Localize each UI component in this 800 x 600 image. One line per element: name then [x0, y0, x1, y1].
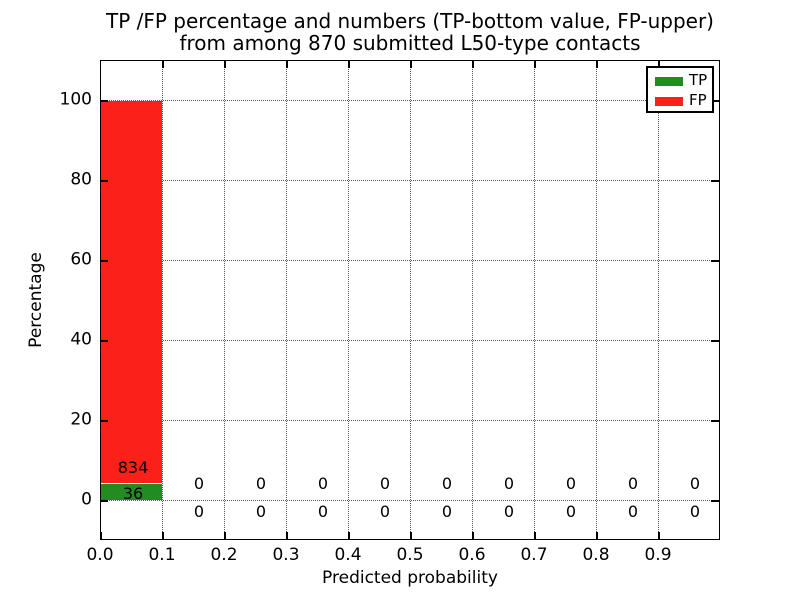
tp-count-annotation: 0	[193, 502, 205, 521]
fp-count-annotation: 0	[689, 474, 701, 493]
x-tick-label: 0.8	[582, 545, 610, 565]
y-tick-label: 60	[70, 249, 92, 270]
tick-x-top	[286, 60, 288, 68]
tick-x-bottom	[596, 532, 598, 540]
chart-title-line1: TP /FP percentage and numbers (TP-bottom…	[106, 9, 714, 33]
chart-title: TP /FP percentage and numbers (TP-bottom…	[106, 10, 714, 54]
gridline-x-07	[534, 60, 535, 540]
legend-fp-label: FP	[689, 91, 707, 109]
bar-tp-segment	[100, 484, 162, 500]
gridline-x-05	[410, 60, 411, 540]
tick-y-left	[100, 180, 108, 182]
tp-count-annotation: 0	[379, 502, 391, 521]
tick-x-bottom	[658, 532, 660, 540]
x-tick-label: 0.5	[396, 545, 424, 565]
tick-x-bottom	[162, 532, 164, 540]
tick-y-right	[711, 180, 719, 182]
x-tick-label: 0.6	[458, 545, 486, 565]
tick-x-top	[162, 60, 164, 68]
gridline-x-06	[472, 60, 473, 540]
tick-x-bottom	[348, 532, 350, 540]
tp-count-annotation: 0	[441, 502, 453, 521]
tick-y-right	[711, 500, 719, 502]
tick-x-bottom	[100, 532, 102, 540]
y-axis-label: Percentage	[26, 252, 46, 348]
tp-count-annotation: 0	[255, 502, 267, 521]
fp-count-annotation: 0	[565, 474, 577, 493]
x-tick-label: 0.2	[210, 545, 238, 565]
bar-fp-segment	[100, 101, 162, 483]
y-tick-label: 20	[70, 409, 92, 430]
legend-tp-label: TP	[689, 71, 708, 89]
fp-count-annotation: 834	[117, 458, 149, 477]
fp-count-annotation: 0	[379, 474, 391, 493]
tp-count-annotation: 0	[565, 502, 577, 521]
tick-y-right	[711, 340, 719, 342]
tick-y-left	[100, 340, 108, 342]
tick-x-bottom	[534, 532, 536, 540]
x-tick-label: 0.1	[148, 545, 176, 565]
x-tick-label: 0.4	[334, 545, 362, 565]
tick-y-right	[711, 100, 719, 102]
fp-count-annotation: 0	[317, 474, 329, 493]
tick-x-top	[596, 60, 598, 68]
x-tick-label: 0.0	[86, 545, 114, 565]
y-tick-label: 0	[81, 489, 92, 510]
tick-x-bottom	[410, 532, 412, 540]
gridline-x-04	[348, 60, 349, 540]
tick-y-left	[100, 100, 108, 102]
tick-y-left	[100, 260, 108, 262]
fp-count-annotation: 0	[441, 474, 453, 493]
gridline-x-02	[224, 60, 225, 540]
gridline-x-01	[162, 60, 163, 540]
gridline-x-09	[658, 60, 659, 540]
tick-x-top	[658, 60, 660, 68]
x-tick-label: 0.9	[644, 545, 672, 565]
x-tick-label: 0.7	[520, 545, 548, 565]
y-tick-label: 80	[70, 169, 92, 190]
tick-x-top	[410, 60, 412, 68]
y-tick-label: 100	[59, 89, 92, 110]
tp-count-annotation: 0	[627, 502, 639, 521]
chart-title-line2: from among 870 submitted L50-type contac…	[179, 31, 641, 55]
tick-x-bottom	[224, 532, 226, 540]
tick-x-top	[534, 60, 536, 68]
tick-x-bottom	[472, 532, 474, 540]
y-tick-label: 40	[70, 329, 92, 350]
legend-fp-swatch	[655, 97, 683, 106]
tp-count-annotation: 0	[317, 502, 329, 521]
fp-count-annotation: 0	[627, 474, 639, 493]
fp-count-annotation: 0	[193, 474, 205, 493]
legend-tp-swatch	[655, 77, 683, 86]
tick-y-left	[100, 500, 108, 502]
tp-count-annotation: 0	[689, 502, 701, 521]
tick-x-bottom	[286, 532, 288, 540]
tick-y-right	[711, 420, 719, 422]
tick-x-top	[224, 60, 226, 68]
fp-count-annotation: 0	[255, 474, 267, 493]
tick-y-right	[711, 260, 719, 262]
gridline-x-03	[286, 60, 287, 540]
tp-count-annotation: 36	[122, 484, 144, 503]
x-tick-label: 0.3	[272, 545, 300, 565]
gridline-x-08	[596, 60, 597, 540]
fp-count-annotation: 0	[503, 474, 515, 493]
x-axis-label: Predicted probability	[322, 568, 498, 588]
tick-y-left	[100, 420, 108, 422]
tick-x-top	[348, 60, 350, 68]
tp-count-annotation: 0	[503, 502, 515, 521]
tick-x-top	[472, 60, 474, 68]
legend: TP FP	[646, 66, 714, 113]
